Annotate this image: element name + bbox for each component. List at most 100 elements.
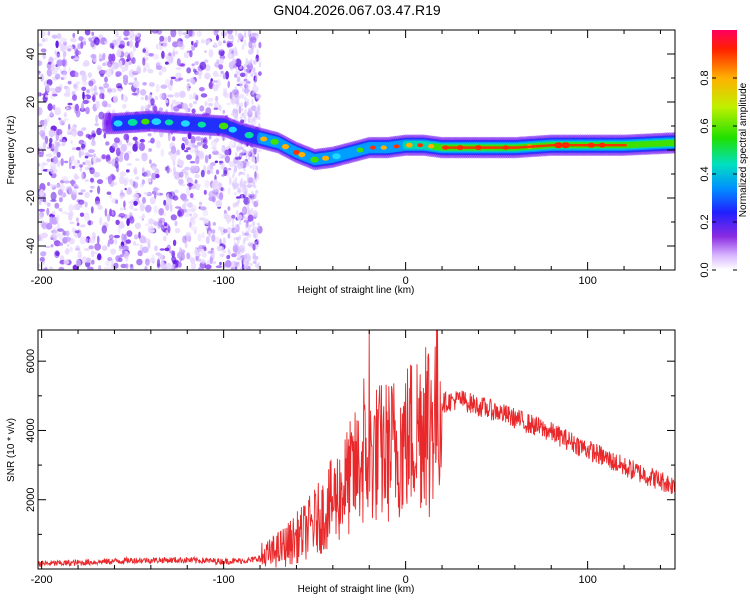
noise-speckle bbox=[48, 142, 52, 148]
noise-speckle bbox=[107, 86, 113, 95]
noise-speckle bbox=[247, 117, 251, 124]
noise-speckle bbox=[145, 258, 150, 266]
noise-speckle bbox=[258, 115, 261, 121]
ridge-core bbox=[455, 146, 459, 149]
noise-speckle bbox=[233, 58, 236, 64]
noise-speckle bbox=[91, 31, 95, 36]
ridge-peak bbox=[310, 156, 319, 163]
ridge-core bbox=[568, 144, 573, 147]
ridge-core bbox=[616, 144, 621, 147]
noise-speckle bbox=[188, 30, 193, 37]
noise-speckle bbox=[129, 35, 136, 41]
noise-speckle bbox=[186, 78, 190, 83]
noise-speckle bbox=[248, 225, 251, 231]
noise-speckle bbox=[237, 173, 241, 177]
noise-speckle bbox=[189, 102, 193, 108]
noise-speckle bbox=[39, 189, 45, 197]
noise-speckle bbox=[39, 257, 45, 262]
noise-speckle bbox=[159, 217, 166, 224]
noise-speckle bbox=[134, 77, 138, 81]
noise-speckle bbox=[237, 95, 241, 100]
noise-speckle bbox=[154, 96, 159, 101]
noise-speckle bbox=[72, 32, 76, 38]
ridge-band bbox=[671, 139, 675, 146]
noise-speckle bbox=[176, 104, 184, 109]
noise-speckle bbox=[64, 236, 71, 242]
ridge-peak bbox=[380, 145, 387, 150]
noise-speckle bbox=[141, 218, 145, 221]
ridge-core bbox=[575, 144, 579, 147]
noise-speckle bbox=[207, 97, 214, 102]
noise-speckle bbox=[190, 262, 197, 270]
noise-speckle bbox=[175, 72, 182, 79]
noise-speckle bbox=[157, 217, 162, 221]
noise-speckle bbox=[136, 141, 141, 149]
noise-speckle bbox=[186, 82, 191, 92]
noise-speckle bbox=[110, 210, 116, 217]
noise-speckle bbox=[178, 178, 184, 185]
snr-marks bbox=[38, 330, 675, 568]
noise-speckle bbox=[212, 146, 217, 152]
noise-speckle bbox=[237, 32, 243, 40]
noise-speckle bbox=[236, 200, 239, 208]
ridge-core bbox=[453, 146, 457, 149]
noise-speckle bbox=[49, 137, 53, 144]
noise-speckle bbox=[123, 233, 127, 243]
ridge-core bbox=[477, 146, 481, 149]
x-tick-label: -100 bbox=[213, 275, 235, 287]
noise-speckle bbox=[238, 234, 242, 241]
noise-speckle bbox=[166, 167, 172, 173]
noise-speckle bbox=[144, 94, 148, 101]
noise-speckle bbox=[211, 80, 215, 84]
noise-speckle bbox=[226, 255, 231, 260]
noise-speckle bbox=[151, 30, 159, 34]
noise-speckle bbox=[95, 100, 100, 110]
noise-speckle bbox=[82, 72, 85, 77]
noise-speckle bbox=[191, 197, 196, 201]
noise-speckle bbox=[39, 213, 42, 218]
noise-speckle bbox=[81, 127, 87, 131]
noise-speckle bbox=[233, 237, 236, 241]
noise-speckle bbox=[204, 100, 208, 107]
ridge-core bbox=[597, 144, 601, 147]
noise-speckle bbox=[143, 62, 150, 72]
noise-speckle bbox=[208, 230, 212, 239]
noise-speckle bbox=[255, 263, 258, 268]
ridge-core bbox=[450, 146, 455, 149]
noise-speckle bbox=[90, 185, 95, 189]
noise-speckle bbox=[88, 80, 94, 87]
noise-speckle bbox=[83, 212, 90, 221]
noise-speckle bbox=[132, 181, 139, 189]
noise-speckle bbox=[243, 207, 246, 214]
noise-speckle bbox=[82, 40, 87, 46]
noise-speckle bbox=[133, 234, 139, 240]
ridge-peak bbox=[141, 118, 150, 125]
noise-speckle bbox=[119, 175, 125, 185]
noise-speckle bbox=[221, 146, 225, 152]
ridge-core bbox=[511, 146, 516, 149]
noise-speckle bbox=[124, 63, 129, 72]
noise-speckle bbox=[77, 160, 80, 164]
noise-speckle bbox=[193, 229, 197, 234]
noise-speckle bbox=[234, 177, 238, 182]
noise-speckle bbox=[103, 266, 111, 270]
noise-speckle bbox=[237, 75, 240, 82]
noise-speckle bbox=[98, 34, 104, 38]
noise-speckle bbox=[87, 154, 94, 158]
noise-speckle bbox=[44, 245, 51, 249]
ridge-peak bbox=[164, 119, 174, 126]
noise-speckle bbox=[190, 217, 194, 224]
noise-speckle bbox=[184, 166, 191, 171]
noise-speckle bbox=[51, 34, 58, 39]
noise-speckle bbox=[181, 203, 187, 209]
noise-speckle bbox=[174, 92, 180, 98]
noise-speckle bbox=[237, 261, 241, 268]
noise-speckle bbox=[207, 39, 211, 44]
noise-speckle bbox=[63, 259, 70, 265]
noise-speckle bbox=[139, 216, 145, 219]
noise-speckle bbox=[111, 87, 117, 93]
noise-speckle bbox=[212, 150, 219, 155]
noise-speckle bbox=[218, 50, 221, 56]
noise-speckle bbox=[172, 264, 176, 267]
noise-speckle bbox=[251, 197, 254, 204]
